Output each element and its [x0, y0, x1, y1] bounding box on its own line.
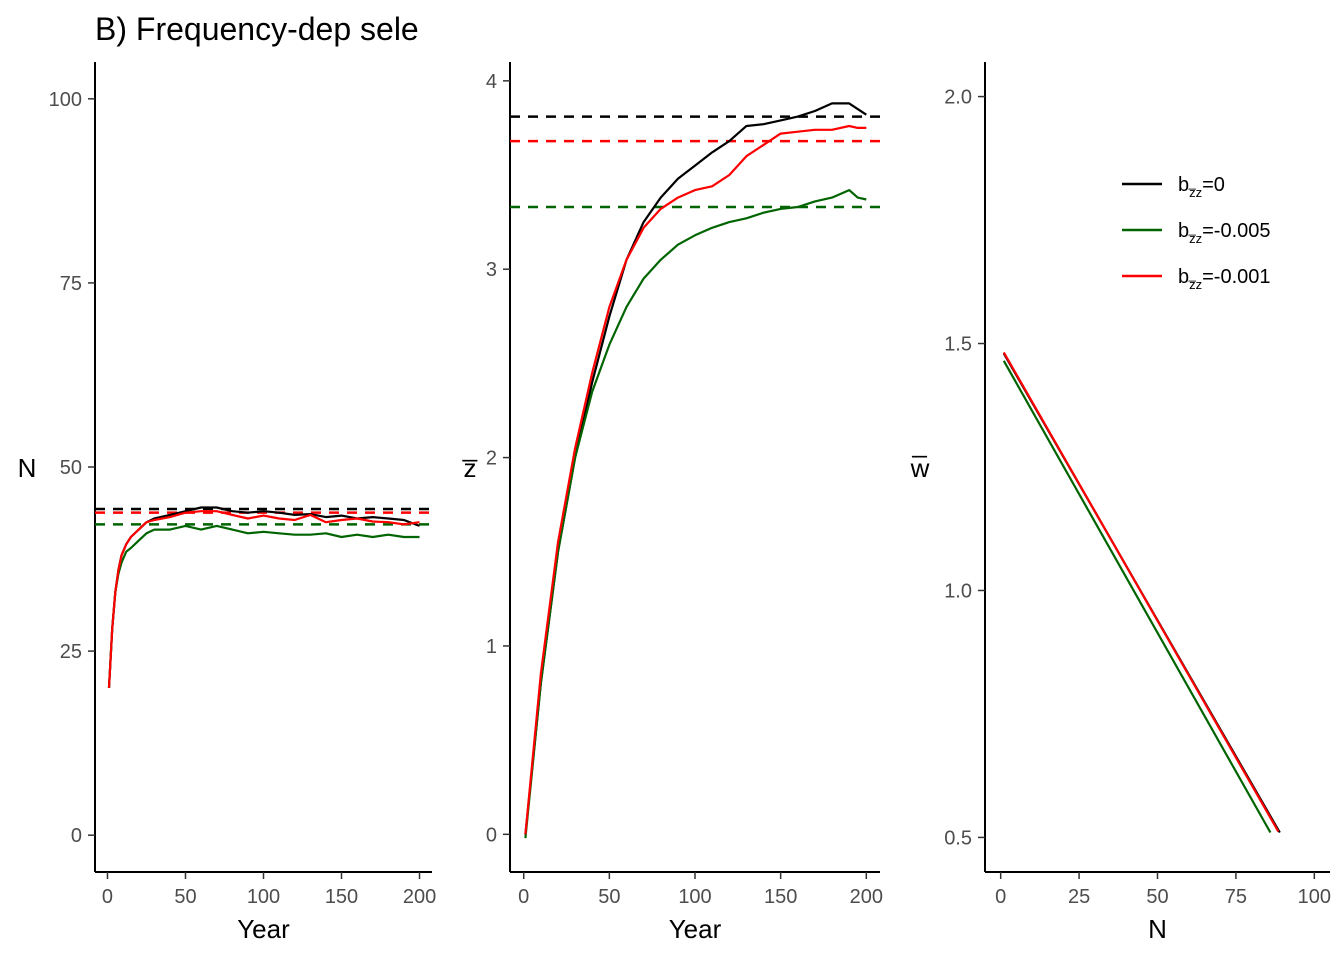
x-tick-label: 0 [995, 886, 1006, 908]
y-tick-label: 2.0 [944, 87, 972, 109]
y-tick-label: 1 [486, 636, 497, 658]
series-line-1 [524, 102, 867, 835]
y-axis-title: z̅ [462, 453, 478, 483]
y-tick-label: 75 [60, 273, 82, 295]
x-tick-label: 100 [1298, 886, 1331, 908]
figure-title: B) Frequency-dep sele [95, 11, 419, 47]
x-axis-title: Year [237, 914, 290, 944]
y-tick-label: 3 [486, 259, 497, 281]
y-tick-label: 1.5 [944, 334, 972, 356]
y-tick-label: 50 [60, 457, 82, 479]
legend-label: bz̅z=0 [1178, 174, 1225, 200]
x-tick-label: 200 [403, 886, 436, 908]
series-line-3 [524, 124, 867, 835]
x-tick-label: 50 [598, 886, 620, 908]
series-line-2 [524, 189, 867, 839]
x-tick-label: 200 [850, 886, 883, 908]
series-line-3 [107, 510, 420, 688]
x-tick-label: 50 [174, 886, 196, 908]
x-tick-label: 75 [1225, 886, 1247, 908]
legend-label: bz̅z=-0.005 [1178, 220, 1271, 246]
legend-entry-2: bz̅z=-0.005 [1122, 220, 1271, 246]
x-tick-label: 150 [325, 886, 358, 908]
series-line-2 [1002, 360, 1272, 834]
x-axis-title: N [1148, 914, 1167, 944]
legend: bz̅z=0 bz̅z=-0.005 bz̅z=-0.001 [1122, 174, 1271, 292]
x-tick-label: 0 [518, 886, 529, 908]
x-tick-label: 25 [1068, 886, 1090, 908]
x-axis-title: Year [669, 914, 722, 944]
y-tick-label: 4 [486, 71, 497, 93]
series-line-1 [107, 506, 420, 688]
y-axis-title: N [18, 453, 37, 483]
legend-label: bz̅z=-0.001 [1178, 266, 1271, 292]
y-tick-label: 2 [486, 448, 497, 470]
legend-entry-1: bz̅z=0 [1122, 174, 1225, 200]
y-tick-label: 0 [71, 825, 82, 847]
panel-3: 0 25 50 75 100 0.5 1.0 1.5 2.0 Nw̅ [910, 62, 1331, 944]
panel-1: 0 50 100 150 200 0 25 50 75 100 Year N [18, 62, 436, 944]
y-tick-label: 1.0 [944, 580, 972, 602]
y-tick-label: 100 [49, 89, 82, 111]
x-tick-label: 100 [678, 886, 711, 908]
series-line-3 [1002, 351, 1280, 833]
panel-2: 0 50 100 150 200 0 1 2 3 4 Year z̅ [462, 62, 883, 944]
y-tick-label: 25 [60, 641, 82, 663]
y-tick-label: 0 [486, 824, 497, 846]
y-axis-title: w̅ [910, 453, 930, 483]
x-tick-label: 100 [247, 886, 280, 908]
x-tick-label: 0 [102, 886, 113, 908]
x-tick-label: 50 [1146, 886, 1168, 908]
x-tick-label: 150 [764, 886, 797, 908]
y-tick-label: 0.5 [944, 827, 972, 849]
series-line-2 [107, 524, 420, 688]
legend-entry-3: bz̅z=-0.001 [1122, 266, 1271, 292]
